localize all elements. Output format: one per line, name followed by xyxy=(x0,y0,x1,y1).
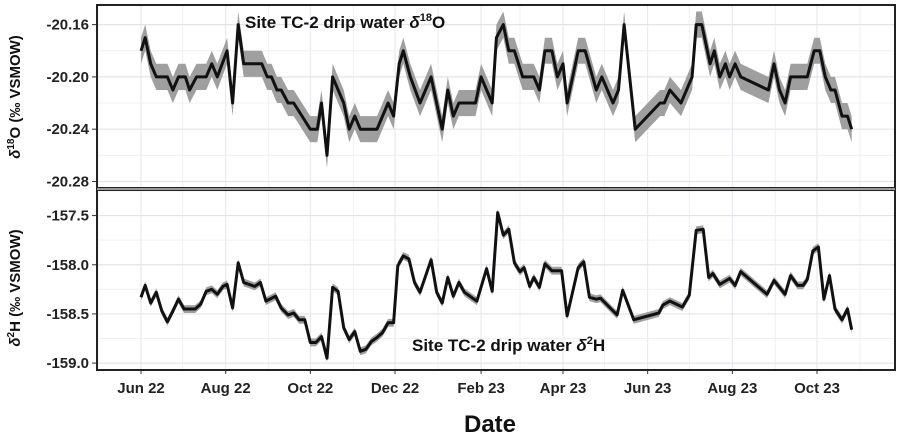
x-tick-label: Dec 22 xyxy=(371,380,419,397)
y-axis-label-d2h: δ2H (‰ VSMOW) xyxy=(6,229,24,346)
x-tick-label: Apr 23 xyxy=(540,380,587,397)
panel-d2h: -157.5 -158.0 -158.5 -159.0 xyxy=(46,188,896,374)
panel-d18o-title: Site TC-2 drip water δ18O xyxy=(245,12,445,32)
y-axis-label-d18o: δ18O (‰ VSMOW) xyxy=(6,35,24,159)
y-tick-label: -158.5 xyxy=(46,306,89,323)
x-tick-label: Jun 23 xyxy=(624,380,672,397)
panel-d2h-title: Site TC-2 drip water δ2H xyxy=(412,335,605,355)
panel-d18o: -20.16 -20.20 -20.24 -20.28 xyxy=(46,4,896,192)
x-axis-ticks: Jun 22 Aug 22 Oct 22 Dec 22 Feb 23 Apr 23 Jun … xyxy=(117,380,840,397)
x-tick-label: Oct 22 xyxy=(287,380,333,397)
series-line xyxy=(139,23,854,157)
y-tick-label: -159.0 xyxy=(46,355,89,372)
x-tick-label: Feb 23 xyxy=(457,380,505,397)
y-tick-label: -158.0 xyxy=(46,257,89,274)
x-tick-label: Jun 22 xyxy=(117,380,165,397)
y-tick-label: -20.20 xyxy=(46,69,89,86)
x-tick-label: Oct 23 xyxy=(794,380,840,397)
x-tick-label: Aug 22 xyxy=(201,380,251,397)
y-tick-label: -20.28 xyxy=(46,173,89,190)
y-tick-label: -157.5 xyxy=(46,208,89,225)
x-tick-label: Aug 23 xyxy=(707,380,757,397)
y-tick-label: -20.16 xyxy=(46,17,89,34)
x-axis-label: Date xyxy=(464,411,516,438)
y-tick-label: -20.24 xyxy=(46,121,89,138)
